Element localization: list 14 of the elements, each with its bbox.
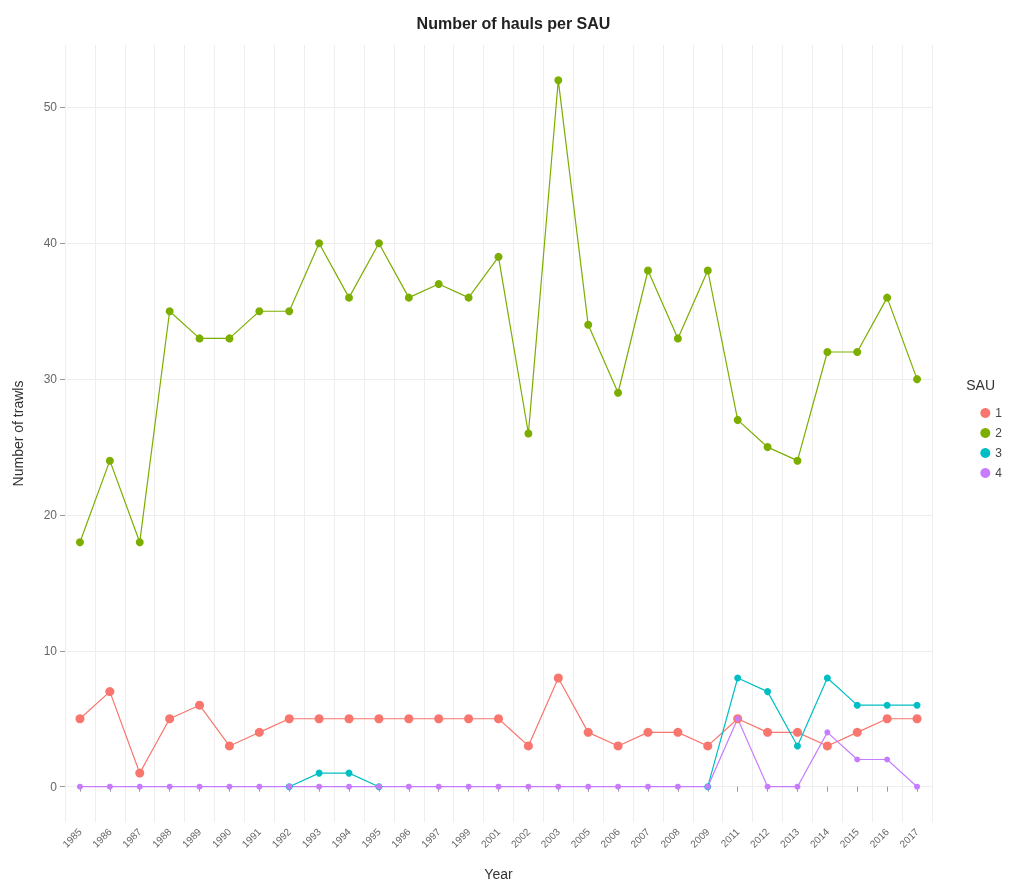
legend-label: 2	[995, 426, 1003, 440]
y-axis-title: Number of trawls	[10, 380, 26, 487]
legend-label: 4	[995, 466, 1003, 480]
y-tick-label: 50	[43, 100, 58, 115]
legend-label: 3	[995, 446, 1003, 460]
legend-title: SAU	[966, 377, 996, 393]
chart-title: Number of hauls per SAU	[416, 14, 611, 32]
y-tick-label: 10	[43, 643, 58, 658]
y-tick-label: 0	[50, 779, 58, 794]
y-tick-label: 30	[43, 372, 58, 387]
y-tick-label: 40	[43, 236, 58, 251]
y-tick-label: 20	[43, 508, 58, 522]
legend-label: 1	[995, 406, 1003, 420]
x-axis-title: Year	[484, 866, 513, 882]
